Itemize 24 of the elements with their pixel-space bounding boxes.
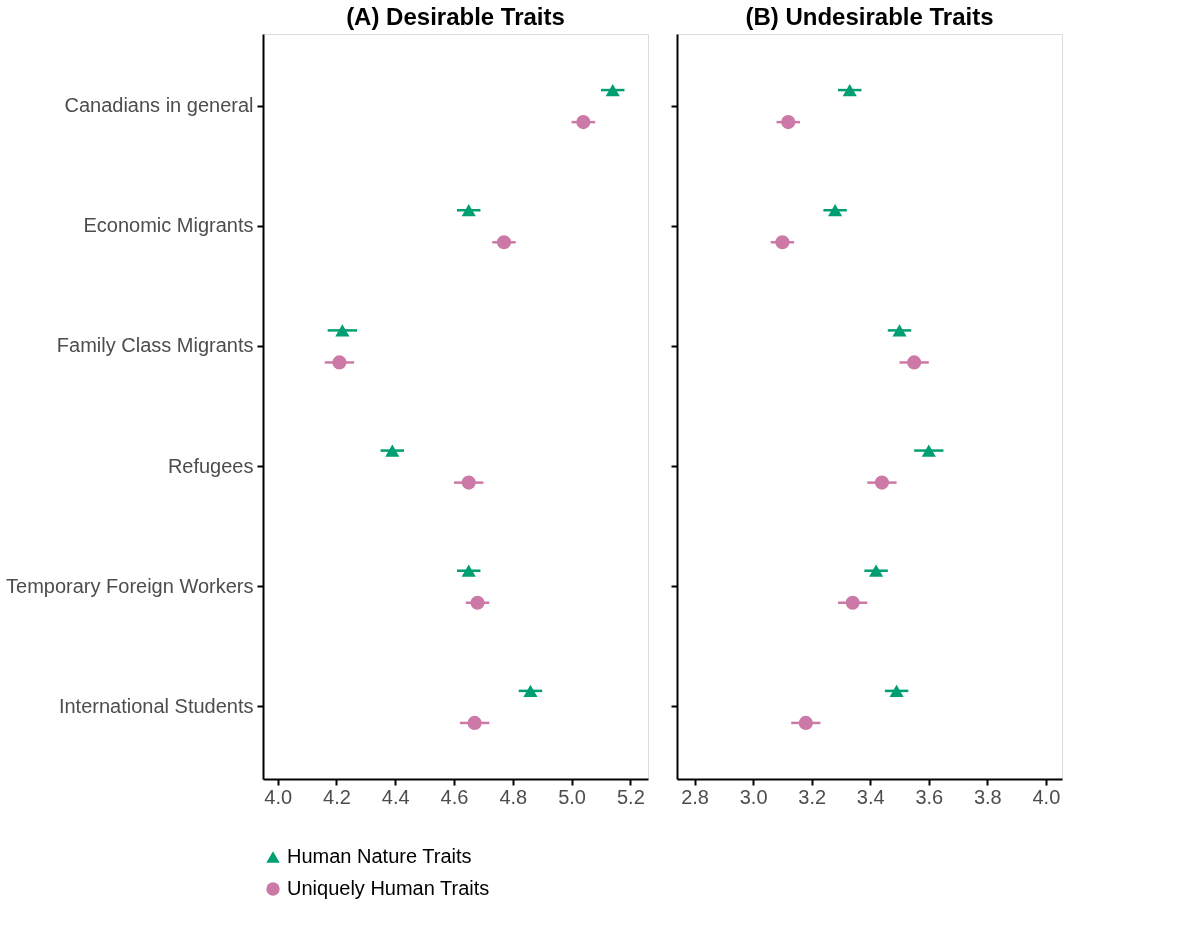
y-tick-label: Canadians in general (64, 94, 254, 117)
x-tick-label: 3.2 (798, 785, 827, 808)
y-tick-label: International Students (58, 694, 254, 717)
chart-title: (A) Desirable Traits (346, 3, 565, 30)
y-tick-label: Refugees (167, 454, 254, 477)
x-tick-label: 4.2 (323, 785, 351, 808)
y-tick-label: Family Class Migrants (56, 334, 254, 357)
x-tick-label: 3.8 (973, 785, 1002, 808)
x-tick-label: 4.8 (499, 785, 528, 808)
x-tick-label: 5.2 (616, 785, 645, 808)
x-tick-label: 4.0 (264, 785, 293, 808)
y-tick-label: Economic Migrants (83, 214, 254, 237)
x-tick-label: 2.8 (681, 785, 709, 808)
chart-title: (B) Undesirable Traits (745, 3, 994, 30)
legend-label: Human Nature Traits (287, 845, 472, 867)
x-tick-label: 3.4 (856, 785, 885, 808)
x-tick-label: 4.0 (1032, 785, 1061, 808)
x-tick-label: 4.4 (381, 785, 410, 808)
x-tick-label: 5.0 (558, 785, 586, 808)
legend-label: Uniquely Human Traits (287, 877, 490, 899)
x-tick-label: 4.6 (440, 785, 469, 808)
y-tick-label: Temporary Foreign Workers (6, 574, 254, 597)
x-tick-label: 3.6 (915, 785, 944, 808)
x-tick-label: 3.0 (739, 785, 768, 808)
